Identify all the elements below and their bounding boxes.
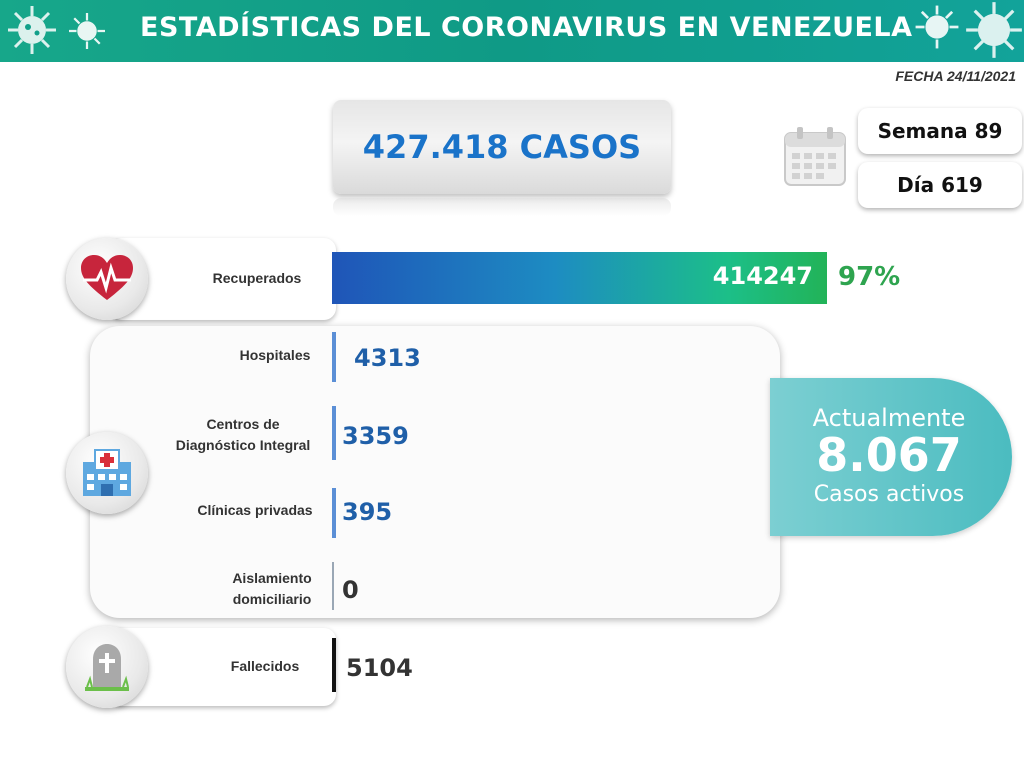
aislamiento-value: 0 — [342, 576, 359, 604]
recovered-label: Recuperados — [212, 270, 302, 286]
clinicas-value: 395 — [342, 498, 393, 526]
recovered-icon-circle — [66, 238, 148, 320]
week-counter: Semana 89 — [858, 108, 1022, 154]
tombstone-icon — [85, 644, 129, 691]
total-cases-value: 427.418 CASOS — [362, 128, 642, 166]
recovered-percent: 97% — [838, 262, 901, 292]
day-counter: Día 619 — [858, 162, 1022, 208]
virus-icon — [8, 6, 56, 54]
hospitales-label: Hospitales — [239, 347, 311, 363]
deaths-value: 5104 — [346, 654, 413, 682]
active-cases-caption-top: Actualmente — [812, 404, 966, 432]
cdi-value: 3359 — [342, 422, 409, 450]
hospital-icon-circle — [66, 432, 148, 514]
hospital-icon — [83, 449, 131, 496]
total-cases-card: 427.418 CASOS — [333, 100, 671, 194]
active-cases-card: Actualmente 8.067 Casos activos — [770, 378, 1012, 536]
header-banner: ESTADÍSTICAS DEL CORONAVIRUS EN VENEZUEL… — [0, 0, 1024, 62]
virus-icon — [915, 5, 959, 49]
page-title: ESTADÍSTICAS DEL CORONAVIRUS EN VENEZUEL… — [140, 12, 913, 43]
clinicas-bar — [332, 488, 336, 538]
virus-icon — [69, 13, 105, 49]
active-cases-number: 8.067 — [816, 428, 962, 482]
calendar-icon — [784, 127, 846, 186]
cdi-bar — [332, 406, 336, 460]
deaths-label-box: Fallecidos — [110, 628, 336, 706]
cdi-label: Centros de Diagnóstico Integral — [175, 416, 311, 453]
deaths-label: Fallecidos — [230, 658, 300, 674]
hospitalization-panel — [90, 326, 780, 618]
clinicas-label: Clínicas privadas — [197, 502, 313, 518]
aislamiento-bar — [332, 562, 334, 610]
total-cases-reflection — [333, 198, 671, 216]
active-cases-caption-bottom: Casos activos — [813, 482, 965, 507]
heart-pulse-icon — [81, 255, 133, 300]
hospitales-value: 4313 — [354, 344, 421, 372]
hospitales-bar — [332, 332, 336, 382]
recovered-bar: 414247 — [332, 252, 827, 304]
report-date: FECHA 24/11/2021 — [895, 68, 1016, 84]
deaths-icon-circle — [66, 626, 148, 708]
recovered-value: 414247 — [712, 262, 813, 290]
virus-icon — [966, 2, 1022, 58]
deaths-bar — [332, 638, 336, 692]
aislamiento-label: Aislamiento domiciliario — [232, 570, 312, 607]
